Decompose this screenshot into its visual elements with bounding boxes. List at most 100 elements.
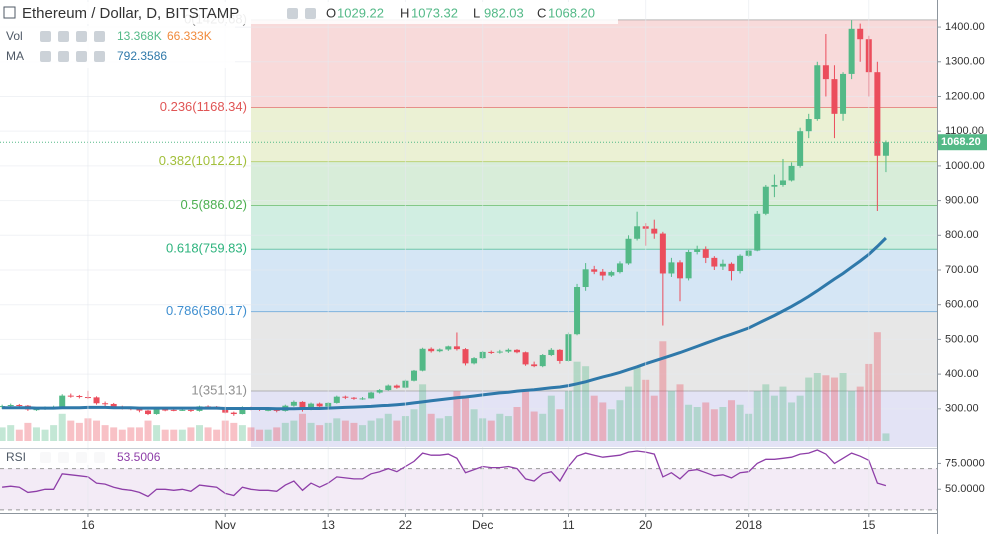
x-tick-label: 16 <box>81 518 95 532</box>
y-tick-label: 1200.00 <box>945 90 985 102</box>
candle-body <box>230 412 237 415</box>
volume-bar <box>470 409 478 441</box>
volume-bar <box>650 395 658 441</box>
y-tick-label: 1400.00 <box>945 21 985 33</box>
candle-body <box>754 213 761 251</box>
volume-bar <box>616 400 624 441</box>
volume-bar <box>607 409 615 441</box>
volume-bar <box>453 391 461 441</box>
candle-body <box>548 349 555 356</box>
volume-bar <box>830 377 838 441</box>
volume-bar <box>256 429 264 441</box>
candle-body <box>599 271 606 276</box>
ohlc-value: 1073.32 <box>411 5 458 20</box>
candle-body <box>591 269 598 272</box>
volume-bar <box>144 420 152 441</box>
volume-bar <box>359 425 367 441</box>
candle-body <box>411 370 418 381</box>
fib-label: 1(351.31) <box>191 382 247 397</box>
candle-body <box>702 249 709 258</box>
fib-label: 0.5(886.02) <box>180 197 247 212</box>
candle-body <box>76 395 83 398</box>
candle-body <box>496 351 503 353</box>
fib-label: 0.786(580.17) <box>166 303 247 318</box>
y-tick-label: 600.00 <box>945 299 979 311</box>
candle-body <box>556 349 563 361</box>
candle-body <box>694 249 701 252</box>
volume-bar <box>410 409 418 441</box>
rsi-value: 53.5006 <box>117 450 161 464</box>
candle-body <box>574 287 581 335</box>
x-tick-label: 22 <box>399 518 413 532</box>
symbol-title: Ethereum / Dollar, D, BITSTAMP <box>22 5 239 22</box>
candle-body <box>857 28 864 40</box>
volume-bar <box>702 402 710 441</box>
candle-body <box>170 409 177 411</box>
volume-bar <box>367 420 375 441</box>
y-tick-label: 50.0000 <box>945 483 985 495</box>
volume-bar <box>7 425 15 441</box>
volume-bar <box>58 413 66 441</box>
candle-body <box>359 398 366 400</box>
volume-bar <box>625 386 633 441</box>
volume-bar <box>685 404 693 441</box>
candle-body <box>831 79 838 114</box>
candle-body <box>805 119 812 132</box>
fib-band <box>250 205 937 250</box>
volume-bar <box>307 422 315 441</box>
volume-bar <box>436 418 444 441</box>
volume-bar <box>848 391 856 441</box>
candle-body <box>110 403 117 407</box>
volume-bar <box>170 429 178 441</box>
volume-ma-value: 66.333K <box>167 29 212 43</box>
ohlc-value: 982.03 <box>484 5 524 20</box>
volume-bar <box>444 416 452 441</box>
ohlc-key: O <box>326 5 336 20</box>
candle-body <box>273 409 280 411</box>
volume-bar <box>496 413 504 441</box>
candle-body <box>471 358 478 364</box>
volume-bar <box>75 422 83 441</box>
candle-body <box>376 390 383 393</box>
last-price-tag <box>938 134 987 151</box>
fib-band <box>250 391 937 447</box>
candle-body <box>616 263 623 273</box>
volume-bar <box>556 409 564 441</box>
x-tick-label: 15 <box>862 518 876 532</box>
volume-bar <box>822 375 830 441</box>
candle-body <box>651 228 658 234</box>
candle-body <box>505 349 512 352</box>
volume-bar <box>522 391 530 441</box>
collapse-icon[interactable] <box>3 6 16 19</box>
x-tick-label: 2018 <box>735 518 762 532</box>
rsi-label: RSI <box>6 450 26 464</box>
x-tick-label: 20 <box>639 518 653 532</box>
rsi-pane <box>0 449 937 511</box>
volume-bar <box>110 427 118 441</box>
header-bg <box>0 26 235 68</box>
volume-bar <box>333 418 341 441</box>
candle-body <box>719 263 726 267</box>
volume-bar <box>873 332 881 441</box>
volume-bar <box>238 425 246 441</box>
candle-body <box>582 269 589 288</box>
candle-body <box>428 348 435 352</box>
volume-bar <box>513 407 521 441</box>
candle-body <box>333 396 340 403</box>
fib-band <box>250 19 937 108</box>
volume-bar <box>24 422 32 441</box>
candle-body <box>462 349 469 364</box>
fib-band <box>250 107 937 162</box>
candle-body <box>814 65 821 120</box>
candle-body <box>488 351 495 353</box>
volume-bar <box>41 429 49 441</box>
rsi-band <box>0 468 937 510</box>
volume-bar <box>281 422 289 441</box>
volume-bar <box>762 384 770 441</box>
candle-body <box>145 410 152 415</box>
volume-bar <box>187 427 195 441</box>
volume-bar <box>290 420 298 441</box>
candle-body <box>608 272 615 276</box>
volume-bar <box>676 384 684 441</box>
